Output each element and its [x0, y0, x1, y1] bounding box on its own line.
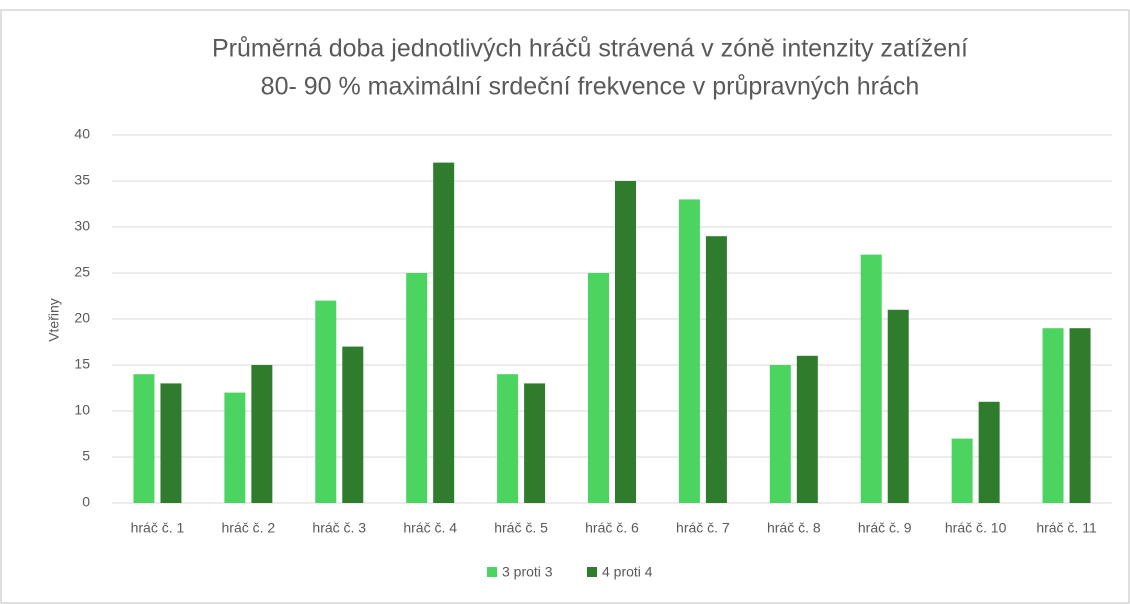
bar [133, 374, 155, 503]
bar [406, 273, 428, 503]
bar [678, 199, 700, 503]
y-tick-label: 20 [74, 310, 90, 326]
bar [1042, 328, 1064, 503]
bar [769, 365, 791, 503]
bar [978, 401, 1000, 503]
y-tick-label: 15 [74, 356, 90, 372]
y-tick-label: 0 [82, 494, 90, 510]
bar [160, 383, 182, 503]
legend-label: 4 proti 4 [602, 564, 653, 580]
x-tick-label: hráč č. 3 [312, 520, 366, 536]
chart-title: Průměrná doba jednotlivých hráčů stráven… [212, 35, 968, 63]
x-tick-label: hráč č. 8 [767, 520, 821, 536]
bar [887, 309, 909, 503]
bar [705, 236, 727, 503]
bar [860, 254, 882, 503]
bar [796, 355, 818, 503]
y-tick-label: 25 [74, 264, 90, 280]
chart-title: 80- 90 % maximální srdeční frekvence v p… [261, 73, 920, 101]
bar [224, 392, 246, 503]
x-tick-label: hráč č. 6 [585, 520, 639, 536]
y-tick-label: 10 [74, 402, 90, 418]
x-tick-label: hráč č. 5 [494, 520, 548, 536]
x-tick-label: hráč č. 11 [1036, 520, 1097, 536]
y-tick-label: 35 [74, 172, 90, 188]
x-tick-label: hráč č. 1 [131, 520, 185, 536]
bar [497, 374, 519, 503]
chart-frame [0, 9, 1130, 604]
bar [1069, 328, 1091, 503]
bar [342, 346, 364, 503]
legend-label: 3 proti 3 [502, 564, 553, 580]
legend-swatch [487, 567, 497, 577]
bar [615, 181, 636, 503]
y-tick-label: 40 [74, 126, 90, 142]
y-axis-label: Vteřiny [46, 298, 62, 342]
bar [433, 162, 455, 503]
legend-swatch [587, 567, 597, 577]
y-tick-label: 5 [82, 448, 90, 464]
bar [524, 383, 546, 503]
y-tick-label: 30 [74, 218, 90, 234]
bar [251, 365, 273, 503]
x-tick-label: hráč č. 10 [945, 520, 1007, 536]
bar [951, 438, 973, 503]
bar [315, 300, 337, 503]
x-tick-label: hráč č. 2 [222, 520, 276, 536]
bar [588, 273, 609, 503]
x-tick-label: hráč č. 9 [858, 520, 912, 536]
x-tick-label: hráč č. 4 [403, 520, 457, 536]
x-tick-label: hráč č. 7 [676, 520, 730, 536]
